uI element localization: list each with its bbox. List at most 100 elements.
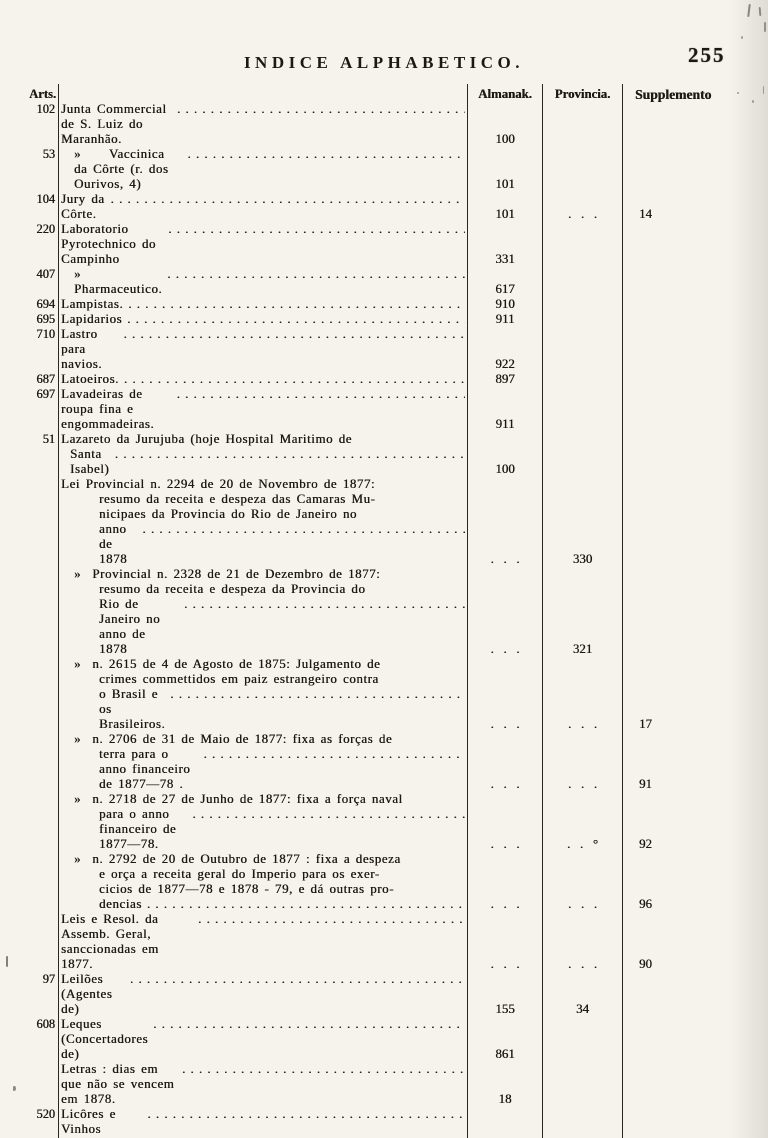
provincia-cell: 34 <box>543 972 623 1017</box>
provincia-cell <box>543 102 623 147</box>
index-table: Arts. Almanak. Provincia. Supplemento 10… <box>24 84 740 1138</box>
provincia-cell <box>543 297 623 312</box>
entry-line: Leques (Concertadores de)...............… <box>61 1017 465 1061</box>
arts-cell <box>24 792 58 852</box>
provincia-cell: . . . <box>543 192 623 222</box>
dot-leader: ........................................… <box>181 1062 465 1076</box>
header-supplemento: Supplemento <box>635 87 712 102</box>
dot-leader: ........................................… <box>142 522 465 536</box>
entry-cell: Lapidarios..............................… <box>58 312 468 327</box>
table-row: 520 Licôres e Vinhos (Depositos).........… <box>24 1107 740 1138</box>
almanak-cell: 911 <box>468 312 543 327</box>
almanak-cell: 911 <box>468 387 543 432</box>
entry-line: Letras : dias em que não se vencem em 18… <box>59 1062 467 1107</box>
supplemento-cell <box>623 432 740 477</box>
entry-cell: » Vaccinica da Côrte (r. dos Ourivos, 4)… <box>58 147 468 192</box>
entry-cell: Lazareto da Jurujuba (hoje Hospital Mari… <box>58 432 468 477</box>
arts-cell: 220 <box>36 222 55 236</box>
arts-cell: 695 <box>36 312 55 326</box>
provincia-cell <box>543 222 623 267</box>
almanak-cell: 100 <box>468 102 543 147</box>
dot-leader: ........................................… <box>147 1107 465 1121</box>
table-row: 220 Laboratorio Pyrotechnico do Campinho.… <box>24 222 740 267</box>
arts-cell <box>24 477 58 567</box>
arts-cell: 608 <box>36 1017 55 1031</box>
entry-line: Leilões (Agentes de)....................… <box>61 972 465 1016</box>
table-row: 697 Lavadeiras de roupa fina e engommadei… <box>24 387 740 432</box>
almanak-cell: . . . <box>468 852 543 912</box>
table-row: 687 Latoeiros............................… <box>24 372 740 387</box>
entry-line: » Pharmaceutico.........................… <box>59 267 467 297</box>
provincia-cell <box>543 267 623 297</box>
scan-artifact <box>13 1086 16 1091</box>
entry-line: » n. 2718 de 27 de Junho de 1877: fixa a… <box>74 792 403 806</box>
provincia-cell <box>543 312 623 327</box>
provincia-cell: . . . <box>543 657 623 732</box>
entry-line: Lampistas...............................… <box>61 297 465 311</box>
table-row: 104 Jury da Côrte........................… <box>24 192 740 222</box>
arts-cell <box>24 657 58 732</box>
arts-cell: 687 <box>36 372 55 386</box>
arts-cell: 697 <box>36 387 55 401</box>
dot-leader: ........................................… <box>176 387 465 401</box>
entry-cell: Laboratorio Pyrotechnico do Campinho....… <box>58 222 468 267</box>
provincia-cell <box>543 1017 623 1062</box>
dot-leader: ........................................… <box>187 147 465 161</box>
supplemento-cell <box>623 297 740 312</box>
dot-leader: ........................................… <box>184 597 465 611</box>
table-row: 694 Lampistas............................… <box>24 297 740 312</box>
supplemento-cell <box>623 1062 740 1107</box>
header-entry-spacer <box>58 84 468 102</box>
entry-line: resumo da receita e despeza das Camaras … <box>99 492 376 506</box>
table-row: » Provincial n. 2328 de 21 de Dezembro d… <box>24 567 740 657</box>
arts-cell: 51 <box>42 432 55 446</box>
provincia-cell: . . . <box>543 912 623 972</box>
supplemento-cell <box>623 102 740 147</box>
entry-line: Latoeiros...............................… <box>59 372 467 387</box>
entry-line: terra para o anno financeiro de 1877—78 … <box>99 747 465 791</box>
provincia-cell: 321 <box>543 567 623 657</box>
almanak-cell: . . . <box>468 477 543 567</box>
scan-artifact <box>737 92 739 94</box>
table-row: Letras : dias em que não se vencem em 18… <box>24 1062 740 1107</box>
provincia-cell: 330 <box>543 477 623 567</box>
supplemento-cell <box>623 387 740 432</box>
almanak-cell: 617 <box>468 267 543 297</box>
entry-line: dencias.................................… <box>99 897 465 911</box>
table-row: 710 Lastro para navios...................… <box>24 327 740 372</box>
arts-cell: 520 <box>36 1107 55 1121</box>
scan-artifact <box>6 956 8 967</box>
table-header-row: Arts. Almanak. Provincia. Supplemento <box>24 84 740 102</box>
supplemento-cell: 96 <box>639 897 652 911</box>
table-row: » n. 2718 de 27 de Junho de 1877: fixa a… <box>24 792 740 852</box>
entry-line: Lei Provincial n. 2294 de 20 de Novembro… <box>61 477 376 491</box>
supplemento-cell <box>623 327 740 372</box>
entry-cell: Licôres e Vinhos (Depositos)............… <box>58 1107 468 1138</box>
provincia-cell: . . ° <box>543 792 623 852</box>
entry-cell: Junta Commercial de S. Luiz do Maranhão.… <box>58 102 468 147</box>
dot-leader: ........................................… <box>192 807 465 821</box>
almanak-cell: . . . <box>468 732 543 792</box>
arts-cell: 102 <box>36 102 55 116</box>
arts-cell: 104 <box>36 192 55 206</box>
almanak-cell: 100 <box>468 432 543 477</box>
provincia-cell <box>543 432 623 477</box>
arts-cell: 694 <box>36 297 55 311</box>
entry-line: » n. 2706 de 31 de Maio de 1877: fixa as… <box>74 732 393 746</box>
supplemento-cell <box>623 372 740 387</box>
table-row: 97 Leilões (Agentes de)..................… <box>24 972 740 1017</box>
entry-cell: Leis e Resol. da Assemb. Geral, sanccion… <box>58 912 468 972</box>
dot-leader: ........................................… <box>167 267 465 281</box>
page-number: 255 <box>688 43 726 67</box>
arts-cell <box>24 912 58 972</box>
almanak-cell: 772 <box>468 1107 543 1138</box>
entry-line: » n. 2792 de 20 de Outubro de 1877 : fix… <box>74 852 401 866</box>
entry-cell: Latoeiros...............................… <box>58 372 468 387</box>
supplemento-cell <box>623 567 740 657</box>
entry-line: Laboratorio Pyrotechnico do Campinho....… <box>61 222 465 266</box>
supplemento-cell: 92 <box>639 837 652 851</box>
supplemento-cell <box>623 147 740 192</box>
supplemento-cell <box>623 972 740 1017</box>
entry-cell: Jury da Côrte...........................… <box>58 192 468 222</box>
entry-cell: » n. 2615 de 4 de Agosto de 1875: Julgam… <box>58 657 468 732</box>
